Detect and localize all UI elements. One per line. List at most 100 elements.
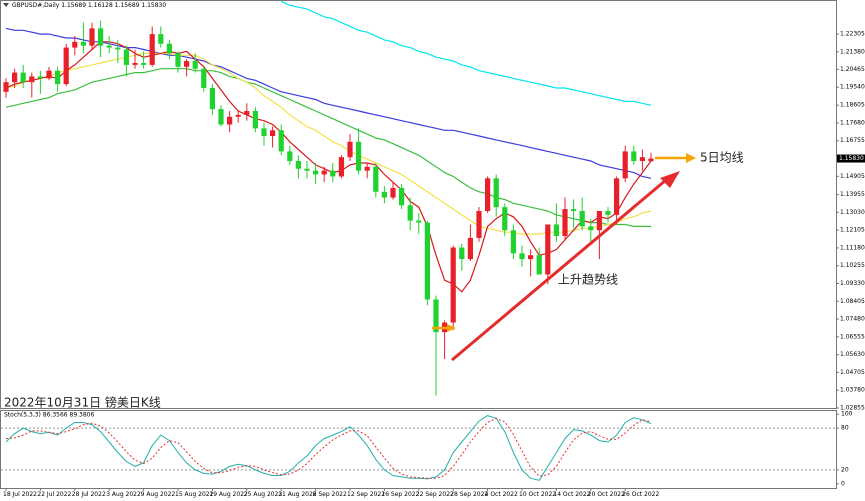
candle-body [149, 34, 155, 65]
candle-body [407, 205, 413, 221]
candle-body [158, 34, 164, 44]
caption: 2022年10月31日 镑美日K线 [4, 395, 161, 410]
annotations: 5日均线 上升趋势线 [432, 151, 744, 362]
candle-body [510, 230, 516, 254]
candle-body [3, 82, 9, 92]
x-tick-label: 9 Aug 2022 [141, 491, 176, 498]
y-tick-label: 1.22305 [840, 31, 865, 38]
candle-body [373, 166, 379, 192]
candle-body [390, 187, 396, 198]
candle-body [614, 178, 620, 215]
candle-body [63, 47, 69, 85]
moving-average [5, 41, 652, 293]
ma-arrowhead [686, 153, 696, 163]
candle-body [192, 61, 198, 69]
candle-body [132, 62, 138, 65]
x-tick-label: 10 Oct 2022 [519, 491, 556, 498]
last-price-box [837, 154, 865, 163]
candle-body [106, 45, 112, 48]
trend-line [451, 178, 667, 362]
y-tick-label: 1.19540 [840, 84, 865, 91]
y-tick-label: 1.07480 [840, 316, 865, 323]
y-tick-label: 1.14905 [840, 173, 865, 180]
candle-body [46, 70, 52, 79]
x-tick-label: 22 Jul 2022 [37, 491, 71, 498]
y-tick-label: 1.10255 [840, 262, 865, 269]
y-tick-label: 1.12105 [840, 227, 865, 234]
x-tick-label: 4 Oct 2022 [485, 491, 518, 498]
candle-body [37, 76, 43, 79]
x-tick-label: 16 Sep 2022 [381, 491, 419, 498]
candle-body [579, 211, 585, 227]
x-tick-label: 20 Oct 2022 [588, 491, 625, 498]
y-tick-label: 1.16755 [840, 137, 865, 144]
y-tick-label: 1.21380 [840, 48, 865, 55]
y-tick-label: 1.08405 [840, 298, 865, 305]
main-frame [0, 0, 837, 409]
candle-body [356, 141, 362, 171]
candle-body [596, 211, 602, 231]
candle-body [244, 111, 250, 115]
low-arrowhead [447, 324, 456, 332]
candle-body [519, 253, 525, 260]
candle-body [476, 211, 482, 238]
candle-body [459, 247, 465, 260]
candle-body [562, 209, 568, 237]
candle-body [424, 222, 430, 300]
x-tick-label: 31 Aug 2022 [278, 491, 317, 498]
y-tick-label: 100 [841, 411, 853, 418]
stoch-title: Stoch(5,3,3) 86.3566 89.3806 [4, 412, 95, 419]
y-tick-label: 1.02855 [840, 405, 865, 412]
trend-label: 上升趋势线 [558, 273, 618, 287]
x-tick-label: 25 Aug 2022 [244, 491, 283, 498]
candle-body [493, 178, 499, 208]
candle-body [330, 170, 336, 177]
header-icon [3, 3, 9, 7]
y-tick-label: 1.11180 [840, 244, 865, 251]
candle-body [450, 247, 456, 323]
candle-body [29, 76, 35, 83]
candle-body [399, 187, 405, 206]
candle-body [588, 226, 594, 231]
candle-body [295, 161, 301, 169]
y-tick-label: 1.04705 [840, 369, 865, 376]
moving-average [280, 0, 652, 106]
y-tick-label: 1.06555 [840, 333, 865, 340]
candle-body [648, 158, 654, 162]
chart-title: GBPUSD#,Daily 1.15689 1.16128 1.15689 1.… [12, 2, 166, 9]
candle-body [270, 130, 276, 137]
y-tick-label: 20 [841, 466, 849, 473]
x-tick-label: 19 Aug 2022 [209, 491, 248, 498]
candle-body [622, 151, 628, 179]
y-tick-label: 80 [841, 425, 849, 432]
y-tick-label: 1.13955 [840, 191, 865, 198]
candle-body [433, 299, 439, 333]
y-tick-label: 1.17680 [840, 119, 865, 126]
y-tick-label: 1.05630 [840, 351, 865, 358]
y-tick-label: 0 [841, 480, 845, 487]
candle-body [261, 128, 267, 137]
candle-body [98, 28, 104, 46]
candle-body [89, 28, 95, 46]
candle-body [338, 157, 344, 177]
candle-body [485, 178, 491, 212]
candle-body [235, 114, 241, 117]
candle-body [553, 224, 559, 237]
stoch-line [5, 415, 652, 481]
candle-body [364, 166, 370, 171]
candle-body [502, 207, 508, 231]
x-tick-label: 6 Sep 2022 [313, 491, 347, 498]
candle-body [218, 109, 224, 125]
y-tick-label: 1.03780 [840, 387, 865, 394]
candle-body [184, 61, 190, 67]
x-tick-label: 15 Aug 2022 [175, 491, 214, 498]
candle-body [227, 116, 233, 125]
candle-body [304, 168, 310, 171]
candle-body [287, 151, 293, 162]
candle-body [278, 130, 284, 152]
y-tick-label: 1.20465 [840, 66, 865, 73]
candle-body [166, 43, 172, 54]
candle-body [416, 220, 422, 223]
